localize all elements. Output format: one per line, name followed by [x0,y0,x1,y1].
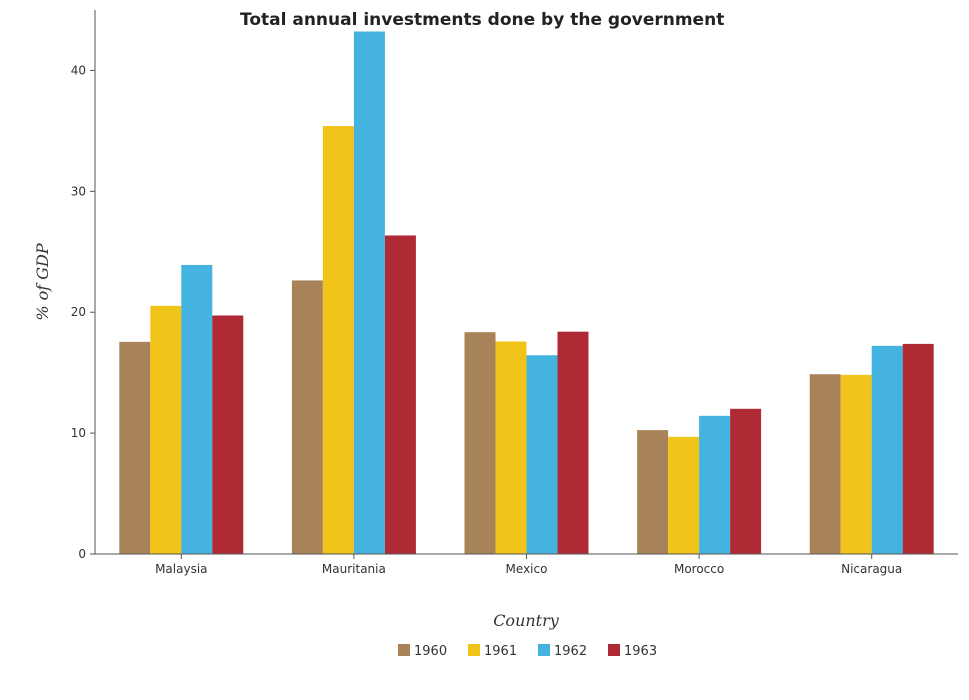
bar-mauritania-1963 [384,235,416,555]
legend-label: 1960 [414,644,447,659]
bar-mexico-1963 [557,331,589,554]
legend-label: 1961 [484,644,517,659]
legend-swatch-1962 [538,644,550,656]
bar-mauritania-1962 [353,31,385,554]
bar-nicaragua-1962 [871,345,903,554]
x-tick-label: Nicaragua [841,562,902,576]
legend-label: 1963 [624,644,657,659]
bar-nicaragua-1963 [902,343,934,554]
y-tick-label: 30 [71,184,86,198]
chart-title: Total annual investments done by the gov… [240,10,724,30]
bar-morocco-1963 [730,408,762,554]
bar-mauritania-1960 [291,280,323,554]
y-tick-label: 40 [71,63,86,77]
bar-morocco-1961 [668,436,700,554]
legend-swatch-1960 [398,644,410,656]
x-ticks: Malaysia Mauritania Mexico Morocco Nicaragua [155,554,902,576]
legend: 1960 1961 1962 1963 [398,644,657,659]
bar-mexico-1962 [526,355,558,554]
bar-morocco-1962 [699,415,731,554]
bar-mexico-1961 [495,341,527,554]
bar-malaysia-1963 [212,315,244,554]
bar-nicaragua-1961 [840,374,872,554]
bar-mauritania-1961 [322,126,354,554]
y-axis-label: % of GDP [33,243,52,321]
y-tick-label: 10 [71,426,86,440]
bar-nicaragua-1960 [809,374,841,554]
bar-mexico-1960 [464,332,496,554]
bar-malaysia-1962 [181,264,213,554]
plot-area [119,31,934,555]
y-tick-label: 0 [78,547,86,561]
bar-malaysia-1960 [119,341,151,554]
bar-morocco-1960 [637,430,669,554]
legend-swatch-1963 [608,644,620,656]
x-tick-label: Mauritania [322,562,386,576]
x-tick-label: Malaysia [155,562,207,576]
legend-swatch-1961 [468,644,480,656]
x-tick-label: Morocco [674,562,724,576]
y-ticks: 0 10 20 30 40 [71,63,95,561]
x-tick-label: Mexico [506,562,548,576]
bar-malaysia-1961 [150,305,182,554]
legend-label: 1962 [554,644,587,659]
y-tick-label: 20 [71,305,86,319]
x-axis-label: Country [493,611,560,630]
